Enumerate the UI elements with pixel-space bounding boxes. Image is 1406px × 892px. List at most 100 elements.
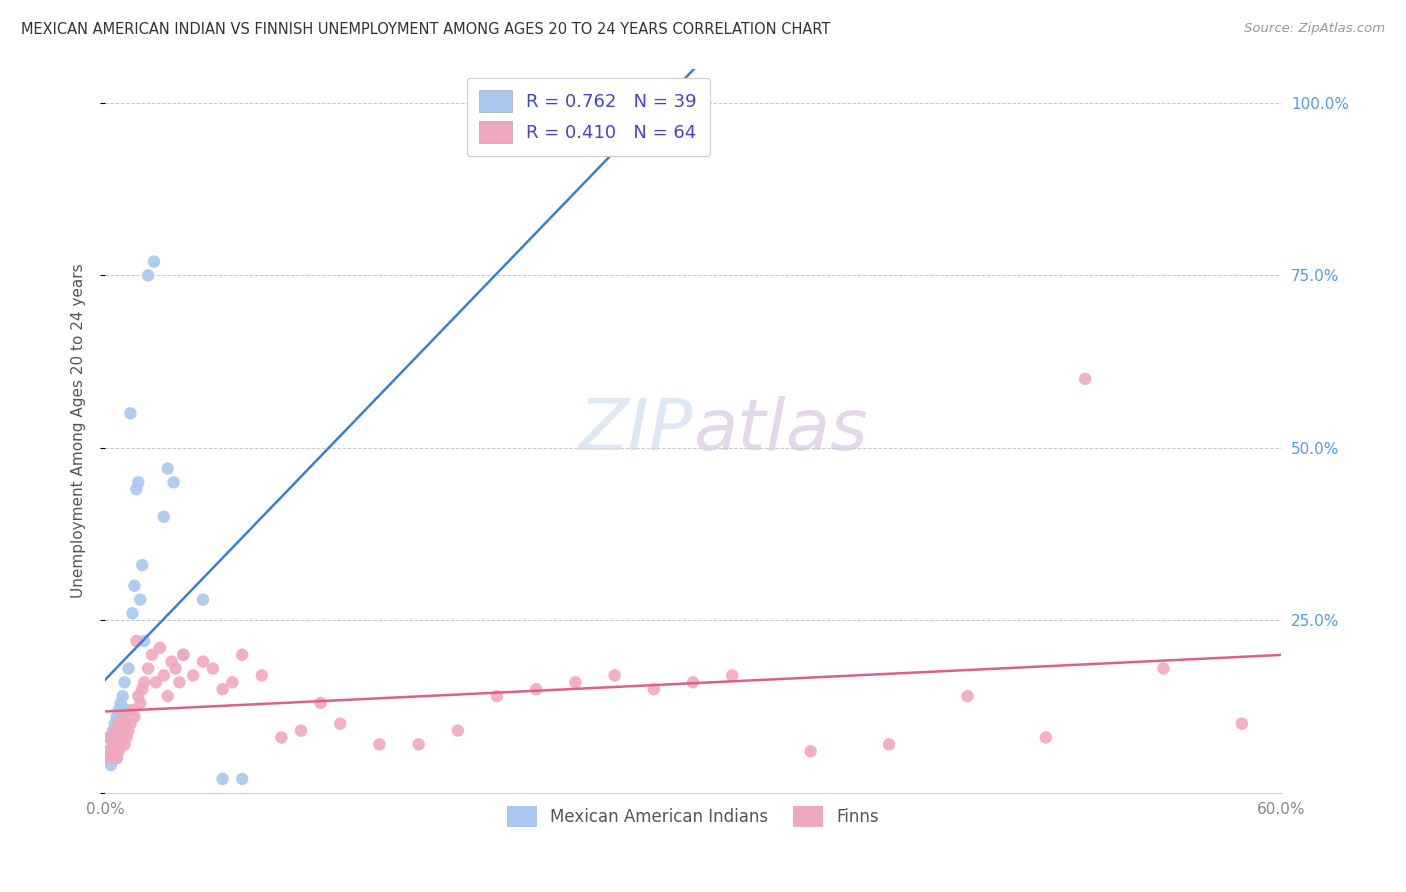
Point: [104, 716, 127, 731]
Point: [156, 461, 179, 475]
Point: [211, 772, 233, 786]
Point: [309, 696, 332, 710]
Point: [145, 675, 167, 690]
Point: [127, 689, 149, 703]
Text: Source: ZipAtlas.com: Source: ZipAtlas.com: [1244, 22, 1385, 36]
Point: [110, 723, 132, 738]
Point: [956, 689, 979, 703]
Point: [101, 723, 124, 738]
Point: [105, 710, 128, 724]
Point: [447, 723, 470, 738]
Point: [120, 716, 142, 731]
Point: [486, 689, 509, 703]
Point: [152, 509, 174, 524]
Point: [250, 668, 273, 682]
Point: [290, 723, 312, 738]
Point: [162, 475, 184, 490]
Point: [149, 640, 172, 655]
Point: [114, 716, 136, 731]
Point: [114, 723, 136, 738]
Point: [136, 268, 159, 283]
Point: [165, 661, 187, 675]
Point: [1230, 716, 1253, 731]
Point: [877, 738, 900, 752]
Point: [172, 648, 194, 662]
Point: [101, 738, 124, 752]
Point: [115, 731, 138, 745]
Point: [107, 703, 129, 717]
Point: [100, 751, 122, 765]
Point: [96, 744, 118, 758]
Point: [191, 655, 214, 669]
Point: [231, 648, 253, 662]
Point: [1153, 661, 1175, 675]
Point: [105, 731, 128, 745]
Point: [110, 738, 132, 752]
Point: [104, 723, 127, 738]
Point: [1035, 731, 1057, 745]
Point: [124, 710, 146, 724]
Point: [131, 558, 153, 572]
Point: [117, 661, 139, 675]
Point: [408, 738, 430, 752]
Point: [368, 738, 391, 752]
Legend: Mexican American Indians, Finns: Mexican American Indians, Finns: [499, 798, 887, 835]
Point: [107, 744, 129, 758]
Point: [125, 482, 148, 496]
Point: [643, 682, 665, 697]
Point: [160, 655, 183, 669]
Point: [107, 716, 129, 731]
Point: [131, 682, 153, 697]
Point: [117, 723, 139, 738]
Point: [329, 716, 352, 731]
Text: MEXICAN AMERICAN INDIAN VS FINNISH UNEMPLOYMENT AMONG AGES 20 TO 24 YEARS CORREL: MEXICAN AMERICAN INDIAN VS FINNISH UNEMP…: [21, 22, 831, 37]
Point: [107, 723, 129, 738]
Point: [97, 731, 120, 745]
Point: [143, 254, 166, 268]
Point: [121, 607, 143, 621]
Point: [111, 716, 134, 731]
Point: [524, 682, 547, 697]
Point: [152, 668, 174, 682]
Text: atlas: atlas: [693, 396, 868, 465]
Point: [211, 682, 233, 697]
Point: [105, 751, 128, 765]
Point: [124, 579, 146, 593]
Point: [603, 668, 626, 682]
Y-axis label: Unemployment Among Ages 20 to 24 years: Unemployment Among Ages 20 to 24 years: [72, 263, 86, 598]
Point: [134, 675, 156, 690]
Point: [110, 696, 132, 710]
Point: [105, 731, 128, 745]
Point: [134, 634, 156, 648]
Point: [110, 731, 132, 745]
Point: [172, 648, 194, 662]
Point: [721, 668, 744, 682]
Point: [105, 751, 128, 765]
Point: [121, 703, 143, 717]
Point: [201, 661, 224, 675]
Point: [191, 592, 214, 607]
Point: [115, 703, 138, 717]
Point: [231, 772, 253, 786]
Point: [221, 675, 243, 690]
Point: [120, 406, 142, 420]
Point: [114, 675, 136, 690]
Point: [129, 592, 152, 607]
Point: [564, 675, 586, 690]
Point: [104, 744, 127, 758]
Point: [111, 731, 134, 745]
Point: [125, 634, 148, 648]
Point: [104, 744, 127, 758]
Point: [107, 738, 129, 752]
Text: ZIP: ZIP: [579, 396, 693, 465]
Point: [100, 744, 122, 758]
Point: [101, 738, 124, 752]
Point: [111, 710, 134, 724]
Point: [127, 475, 149, 490]
Point: [111, 689, 134, 703]
Point: [156, 689, 179, 703]
Point: [181, 668, 204, 682]
Point: [100, 758, 122, 772]
Point: [129, 696, 152, 710]
Point: [1074, 372, 1097, 386]
